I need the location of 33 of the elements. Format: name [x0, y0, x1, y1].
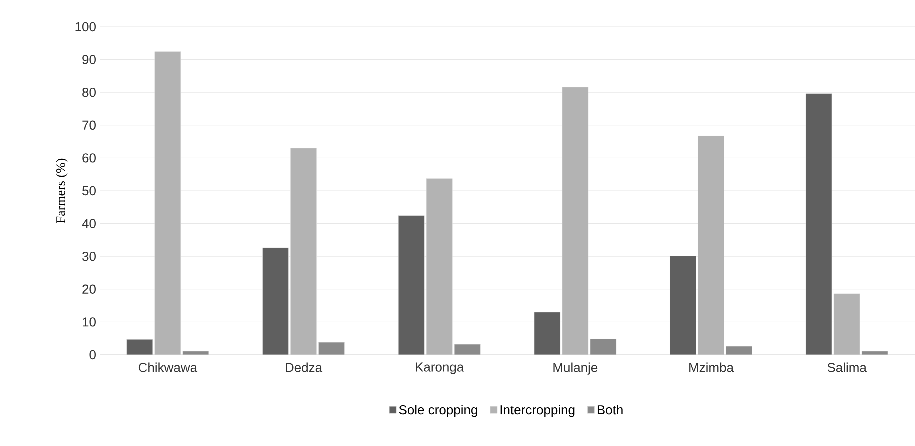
- bar: [806, 94, 832, 355]
- x-tick-label: Dedza: [286, 362, 323, 372]
- y-tick-label: 90: [82, 55, 96, 64]
- bar: [562, 87, 588, 355]
- bar: [670, 256, 696, 355]
- bar: [398, 216, 425, 355]
- y-tick-label: 0: [90, 350, 96, 360]
- y-tick-label: 30: [82, 252, 96, 262]
- bar: [290, 148, 317, 355]
- bar: [698, 136, 724, 355]
- x-tick-label: Salima: [828, 362, 867, 372]
- legend-label: Intercropping: [500, 405, 575, 418]
- legend-label: Both: [598, 405, 623, 415]
- bar: [154, 52, 181, 355]
- y-tick-label: 50: [82, 186, 96, 196]
- bar: [426, 178, 453, 355]
- y-tick-label: 10: [83, 318, 96, 327]
- y-axis-title: Farmers (%): [56, 158, 68, 224]
- y-tick-label: 80: [82, 88, 96, 98]
- x-tick-label: Karonga: [416, 362, 464, 374]
- bar: [834, 294, 860, 355]
- legend-label: Sole cropping: [399, 405, 478, 418]
- y-tick-label: 20: [82, 284, 96, 294]
- x-tick-label: Chikwawa: [138, 362, 198, 372]
- y-tick-label: 70: [82, 120, 96, 130]
- y-tick-label: 60: [82, 154, 96, 163]
- y-tick-label: 40: [82, 219, 96, 228]
- bar: [262, 248, 289, 355]
- bar: [126, 340, 153, 355]
- x-tick-label: Mulanje: [554, 362, 598, 375]
- bar: [534, 312, 560, 355]
- x-tick-label: Mzimba: [690, 362, 734, 372]
- y-tick-label: 100: [76, 22, 96, 32]
